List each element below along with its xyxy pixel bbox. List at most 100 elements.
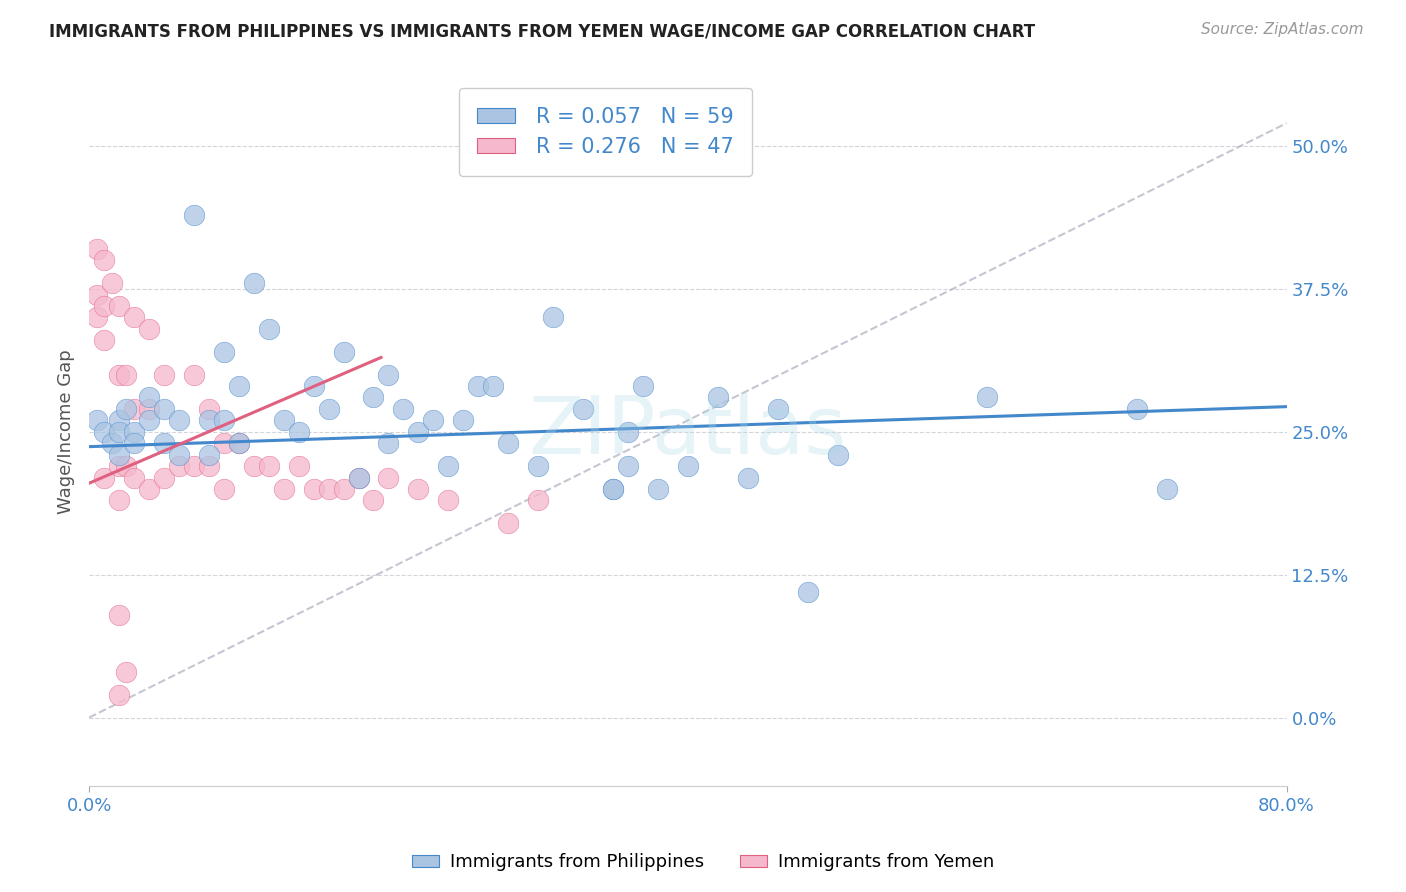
- Point: [422, 413, 444, 427]
- Point: [115, 401, 138, 416]
- Point: [437, 493, 460, 508]
- Point: [122, 470, 145, 484]
- Point: [496, 516, 519, 531]
- Point: [183, 208, 205, 222]
- Point: [318, 482, 340, 496]
- Point: [617, 459, 640, 474]
- Legend: R = 0.057   N = 59, R = 0.276   N = 47: R = 0.057 N = 59, R = 0.276 N = 47: [458, 87, 752, 176]
- Point: [737, 470, 759, 484]
- Point: [631, 379, 654, 393]
- Point: [138, 482, 160, 496]
- Point: [108, 459, 131, 474]
- Point: [167, 413, 190, 427]
- Point: [453, 413, 475, 427]
- Point: [976, 391, 998, 405]
- Point: [377, 368, 399, 382]
- Point: [527, 493, 550, 508]
- Point: [138, 413, 160, 427]
- Point: [287, 459, 309, 474]
- Point: [392, 401, 415, 416]
- Point: [153, 436, 176, 450]
- Point: [318, 401, 340, 416]
- Point: [796, 584, 818, 599]
- Point: [228, 436, 250, 450]
- Point: [572, 401, 595, 416]
- Point: [482, 379, 505, 393]
- Point: [86, 310, 108, 325]
- Point: [122, 425, 145, 439]
- Point: [228, 379, 250, 393]
- Y-axis label: Wage/Income Gap: Wage/Income Gap: [58, 350, 75, 514]
- Point: [108, 413, 131, 427]
- Point: [347, 470, 370, 484]
- Point: [467, 379, 489, 393]
- Point: [212, 482, 235, 496]
- Point: [647, 482, 669, 496]
- Point: [108, 425, 131, 439]
- Point: [153, 368, 176, 382]
- Point: [527, 459, 550, 474]
- Point: [122, 310, 145, 325]
- Point: [602, 482, 624, 496]
- Point: [108, 607, 131, 622]
- Point: [86, 413, 108, 427]
- Point: [827, 448, 849, 462]
- Point: [617, 425, 640, 439]
- Point: [198, 413, 221, 427]
- Point: [257, 459, 280, 474]
- Point: [602, 482, 624, 496]
- Point: [167, 459, 190, 474]
- Point: [115, 459, 138, 474]
- Point: [198, 459, 221, 474]
- Point: [302, 379, 325, 393]
- Point: [108, 493, 131, 508]
- Point: [437, 459, 460, 474]
- Point: [93, 253, 115, 268]
- Point: [676, 459, 699, 474]
- Point: [212, 413, 235, 427]
- Point: [332, 344, 354, 359]
- Point: [93, 470, 115, 484]
- Point: [93, 334, 115, 348]
- Point: [1126, 401, 1149, 416]
- Point: [377, 470, 399, 484]
- Point: [363, 391, 385, 405]
- Point: [183, 368, 205, 382]
- Point: [93, 299, 115, 313]
- Point: [115, 665, 138, 679]
- Point: [122, 401, 145, 416]
- Point: [198, 401, 221, 416]
- Point: [257, 322, 280, 336]
- Point: [273, 413, 295, 427]
- Point: [287, 425, 309, 439]
- Point: [302, 482, 325, 496]
- Point: [408, 425, 430, 439]
- Point: [138, 401, 160, 416]
- Point: [212, 344, 235, 359]
- Legend: Immigrants from Philippines, Immigrants from Yemen: Immigrants from Philippines, Immigrants …: [405, 847, 1001, 879]
- Point: [86, 242, 108, 256]
- Point: [707, 391, 730, 405]
- Point: [183, 459, 205, 474]
- Point: [242, 459, 264, 474]
- Point: [1156, 482, 1178, 496]
- Text: Source: ZipAtlas.com: Source: ZipAtlas.com: [1201, 22, 1364, 37]
- Point: [541, 310, 564, 325]
- Point: [377, 436, 399, 450]
- Point: [332, 482, 354, 496]
- Point: [100, 276, 122, 290]
- Text: ZIPatlas: ZIPatlas: [529, 392, 846, 471]
- Point: [167, 448, 190, 462]
- Point: [122, 436, 145, 450]
- Point: [496, 436, 519, 450]
- Point: [347, 470, 370, 484]
- Point: [93, 425, 115, 439]
- Point: [108, 299, 131, 313]
- Point: [198, 448, 221, 462]
- Point: [153, 470, 176, 484]
- Point: [100, 436, 122, 450]
- Point: [108, 368, 131, 382]
- Point: [228, 436, 250, 450]
- Text: IMMIGRANTS FROM PHILIPPINES VS IMMIGRANTS FROM YEMEN WAGE/INCOME GAP CORRELATION: IMMIGRANTS FROM PHILIPPINES VS IMMIGRANT…: [49, 22, 1035, 40]
- Point: [138, 322, 160, 336]
